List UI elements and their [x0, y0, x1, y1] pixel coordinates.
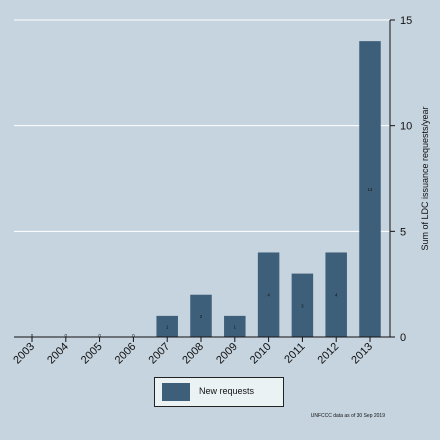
bar-2011 [291, 273, 314, 337]
data-label-2011: 3 [301, 303, 304, 308]
y-tick-label-0: 0 [400, 332, 406, 344]
legend: New requests [154, 377, 284, 407]
data-label-2008: 2 [200, 314, 203, 319]
y-tick-label-5: 5 [400, 226, 406, 238]
legend-swatch-new-requests [162, 383, 190, 401]
bar-2013 [359, 41, 381, 338]
data-label-2003: 0 [31, 333, 34, 338]
data-label-2012: 4 [335, 293, 338, 298]
bar-2009 [224, 315, 246, 337]
data-label-2006: 0 [132, 333, 135, 338]
data-label-2013: 14 [367, 187, 373, 192]
bar-2010 [257, 252, 280, 337]
data-label-2009: 1 [234, 324, 237, 329]
bar-2012 [325, 252, 347, 337]
legend-label-new-requests: New requests [199, 386, 255, 396]
y-tick-label-10: 10 [400, 121, 412, 133]
source-note: UNFCCC data as of 30 Sep 2019 [310, 413, 385, 419]
bar-2008 [190, 294, 212, 337]
data-label-2005: 0 [98, 333, 101, 338]
y-tick-label-15: 15 [400, 15, 412, 27]
y-axis-title: Sum of LDC issuance requests/year [420, 106, 430, 250]
data-label-2010: 4 [267, 293, 270, 298]
data-label-2007: 1 [166, 324, 169, 329]
data-label-2004: 0 [65, 333, 68, 338]
bar-2007 [156, 315, 178, 337]
